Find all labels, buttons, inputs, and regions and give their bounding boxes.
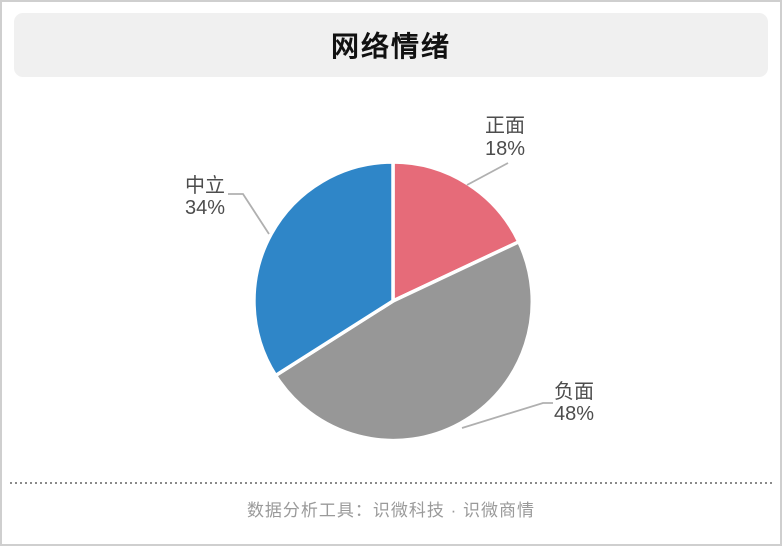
pie-slice-positive[interactable] xyxy=(391,160,521,303)
leader-lines xyxy=(228,162,553,429)
label-positive-name: 正面 xyxy=(485,115,525,137)
leader-line-positive xyxy=(466,162,509,186)
label-neutral-name: 中立 xyxy=(185,174,225,197)
chart-title: 网络情绪 xyxy=(330,31,451,62)
label-positive-pct: 18% xyxy=(485,138,525,160)
pie-slices xyxy=(252,160,535,443)
leader-line-neutral xyxy=(228,193,270,235)
credit-text: 数据分析工具：识微科技 · 识微商情 xyxy=(246,501,536,520)
pie-slice-negative[interactable] xyxy=(273,240,535,443)
slice-labels: 正面 18% 负面 48% 中立 34% xyxy=(185,115,594,425)
label-negative-pct: 48% xyxy=(554,403,594,425)
chart-title-band: 网络情绪 xyxy=(14,13,768,77)
dotted-divider xyxy=(10,482,772,484)
label-neutral-pct: 34% xyxy=(185,197,225,219)
pie-slice-neutral[interactable] xyxy=(252,160,395,378)
leader-line-negative xyxy=(461,402,553,429)
label-negative-name: 负面 xyxy=(554,380,594,403)
